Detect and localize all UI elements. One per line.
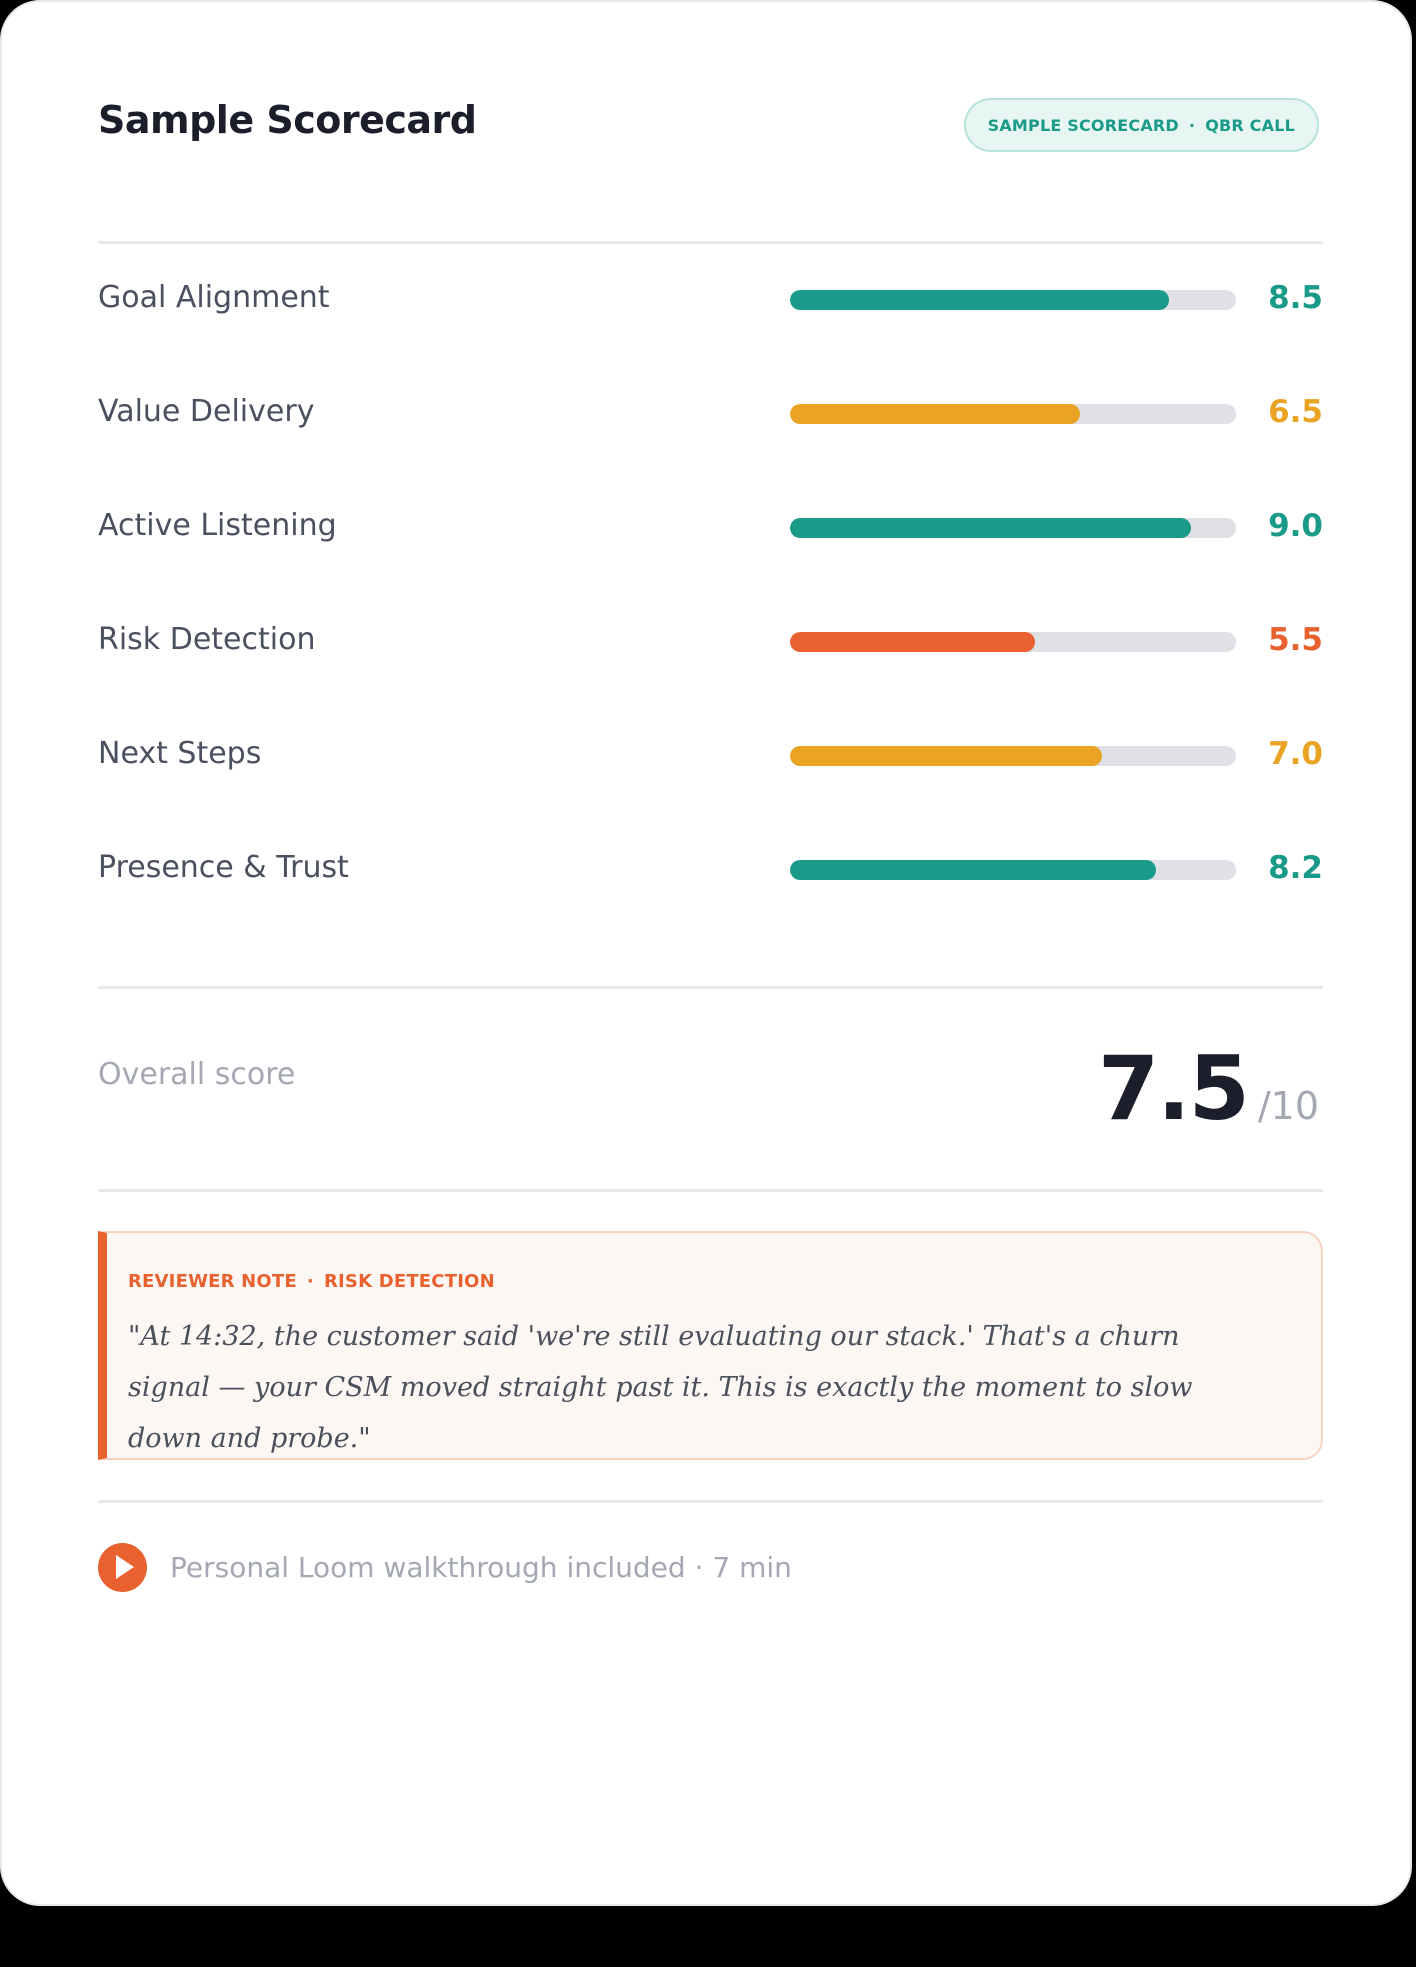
metric-row-active-listening: Active Listening 9.0 [98,496,1323,556]
metric-bar-track [790,746,1236,766]
metric-value: 8.5 [1268,280,1323,316]
overall-score-value: 7.5 [1097,1037,1250,1140]
metric-value: 8.2 [1268,850,1323,886]
metric-label: Value Delivery [98,394,315,429]
metric-bar-fill [790,632,1036,652]
metric-bar-fill [790,290,1170,310]
divider-overall-bottom [98,1189,1323,1192]
badge-label-left: SAMPLE SCORECARD [987,115,1179,135]
metric-label: Goal Alignment [98,280,330,315]
metric-value: 9.0 [1268,508,1323,544]
play-icon[interactable] [98,1543,147,1592]
reviewer-note: REVIEWER NOTE · RISK DETECTION "At 14:32, … [98,1231,1323,1460]
metric-bar-track [790,290,1236,310]
metric-bar-track [790,404,1236,424]
metric-bar-fill [790,404,1080,424]
metric-value: 7.0 [1268,736,1323,772]
metric-row-goal-alignment: Goal Alignment 8.5 [98,268,1323,328]
reviewer-note-tag-left: REVIEWER NOTE [128,1271,297,1292]
reviewer-note-quote: "At 14:32, the customer said 'we're stil… [128,1321,1193,1454]
metric-bar-fill [790,860,1156,880]
divider-top [98,241,1323,244]
divider-overall-top [98,986,1323,989]
badge-separator: · [1188,115,1196,135]
metric-label: Risk Detection [98,622,316,657]
metric-bar-track [790,518,1236,538]
metric-label: Active Listening [98,508,337,543]
badge-label-right: QBR CALL [1205,115,1295,135]
scorecard-type-badge: SAMPLE SCORECARD · QBR CALL [963,98,1319,152]
metric-bar-track [790,860,1236,880]
metric-row-risk-detection: Risk Detection 5.5 [98,610,1323,670]
reviewer-note-tag-separator: · [306,1271,314,1292]
metric-row-value-delivery: Value Delivery 6.5 [98,382,1323,442]
metric-value: 5.5 [1268,622,1323,658]
metric-row-next-steps: Next Steps 7.0 [98,724,1323,784]
divider-footer [98,1500,1323,1503]
metric-bar-fill [790,746,1103,766]
page-title: Sample Scorecard [98,98,477,142]
reviewer-note-tag: REVIEWER NOTE · RISK DETECTION [128,1271,495,1292]
metric-row-presence-trust: Presence & Trust 8.2 [98,838,1323,898]
metric-value: 6.5 [1268,394,1323,430]
loom-walkthrough-text: Personal Loom walkthrough included · 7 m… [170,1551,792,1584]
metric-bar-track [790,632,1236,652]
metric-label: Presence & Trust [98,850,349,885]
overall-score-label: Overall score [98,1057,296,1092]
metric-label: Next Steps [98,736,262,771]
scorecard-card: Sample Scorecard SAMPLE SCORECARD · QBR … [0,0,1412,1906]
overall-score-denominator: /10 [1257,1084,1319,1128]
metric-bar-fill [790,518,1192,538]
overall-score: 7.5 /10 [1098,1037,1319,1140]
reviewer-note-tag-right: RISK DETECTION [323,1271,495,1292]
loom-walkthrough[interactable]: Personal Loom walkthrough included · 7 m… [98,1543,792,1592]
